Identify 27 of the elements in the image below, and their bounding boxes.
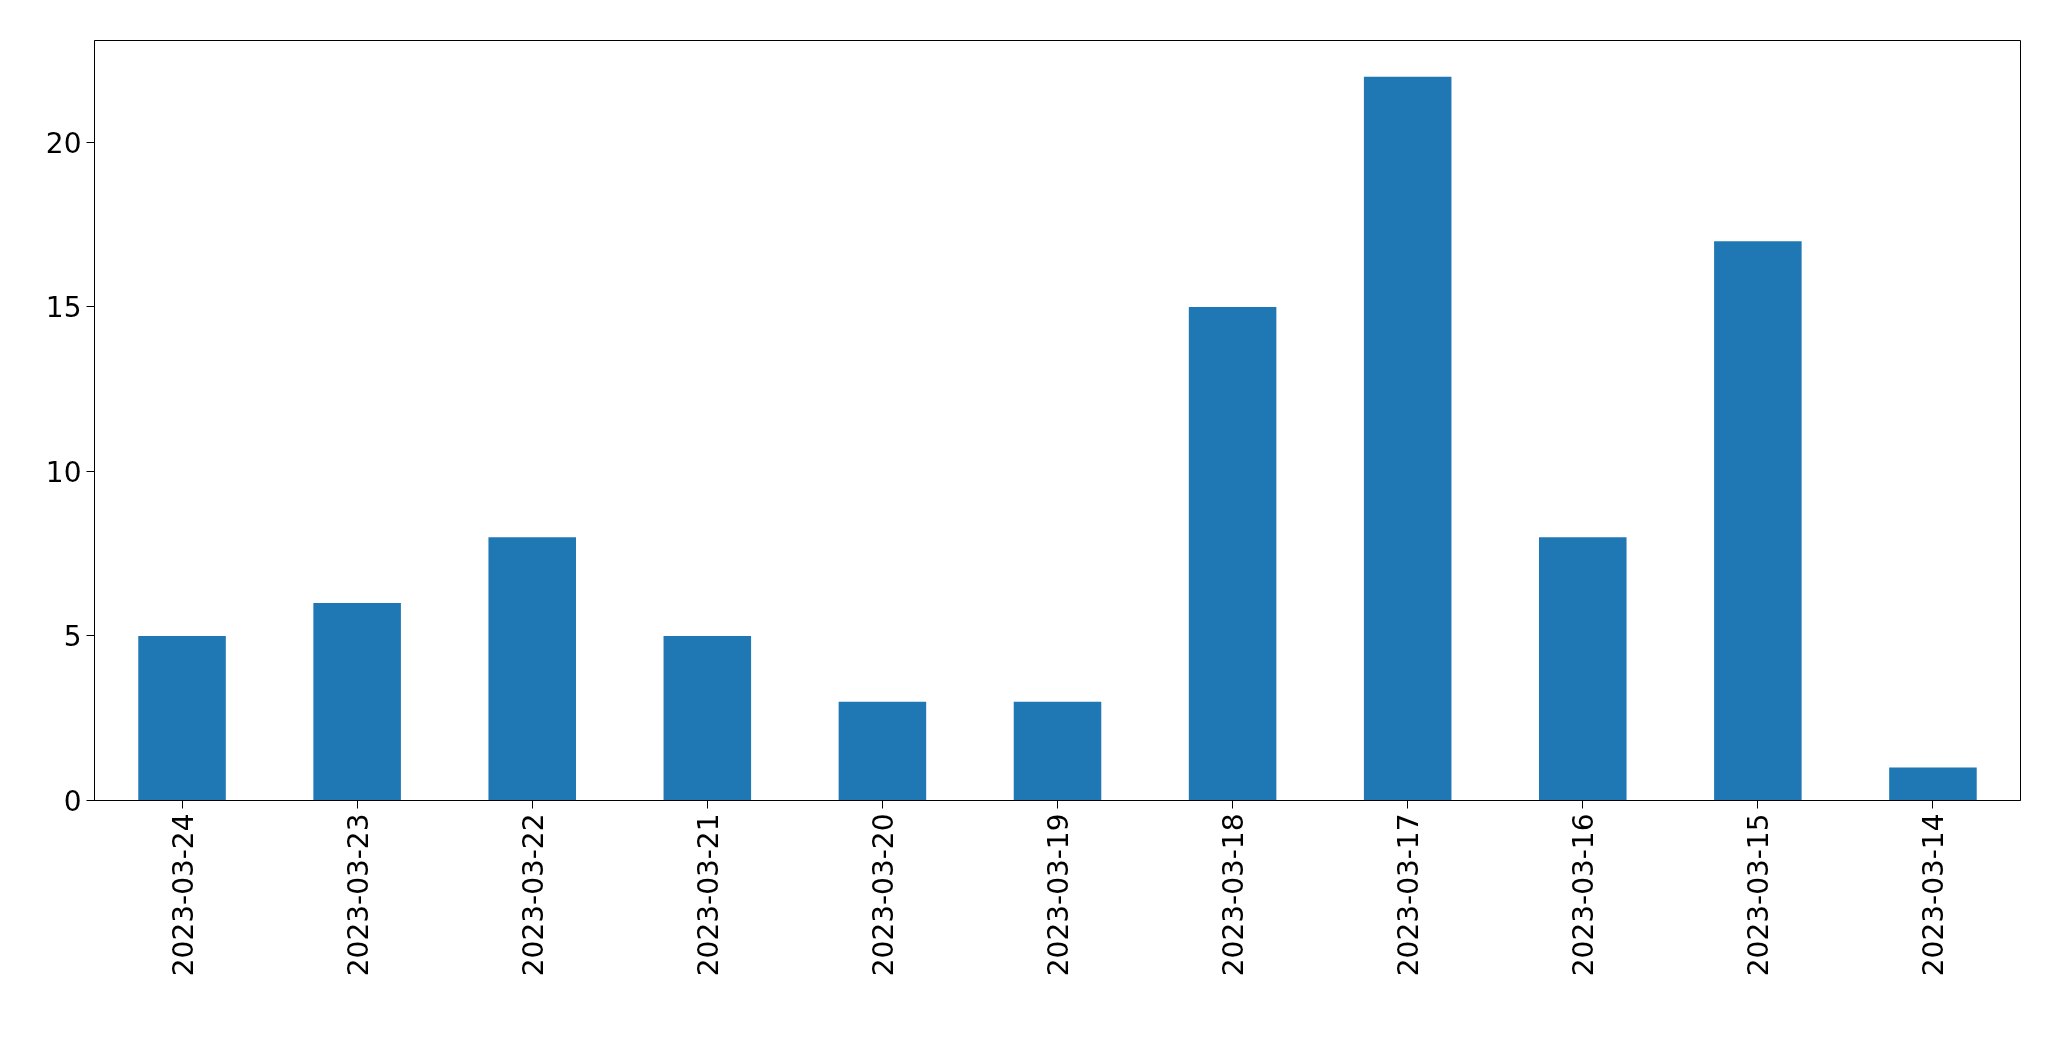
x-tick-label: 2023-03-24 [166, 813, 200, 977]
x-tick-label: 2023-03-21 [691, 813, 725, 977]
bar [1363, 76, 1452, 801]
bar [663, 636, 752, 801]
y-tick-label: 5 [63, 620, 82, 654]
y-tick-label: 10 [45, 456, 82, 489]
x-tick-label: 2023-03-23 [341, 813, 375, 977]
y-tick-label: 0 [63, 785, 82, 818]
bar [1714, 241, 1802, 801]
bar [313, 603, 401, 801]
bar [1539, 537, 1627, 801]
x-tick-label: 2023-03-20 [866, 813, 900, 977]
bar [1188, 306, 1277, 801]
x-tick-label: 2023-03-22 [516, 813, 550, 977]
y-tick-label: 20 [45, 126, 82, 160]
bar [1013, 701, 1102, 801]
bar [488, 537, 576, 801]
x-tick-label: 2023-03-19 [1042, 813, 1075, 977]
x-tick-label: 2023-03-14 [1917, 813, 1951, 977]
bar [1889, 767, 1977, 801]
bar [838, 701, 927, 801]
bar [138, 636, 226, 801]
x-tick-label: 2023-03-18 [1217, 813, 1251, 977]
x-tick-label: 2023-03-17 [1392, 813, 1426, 977]
x-tick-label: 2023-03-15 [1742, 813, 1776, 977]
x-tick-label: 2023-03-16 [1567, 813, 1601, 977]
y-tick-label: 15 [45, 291, 82, 325]
